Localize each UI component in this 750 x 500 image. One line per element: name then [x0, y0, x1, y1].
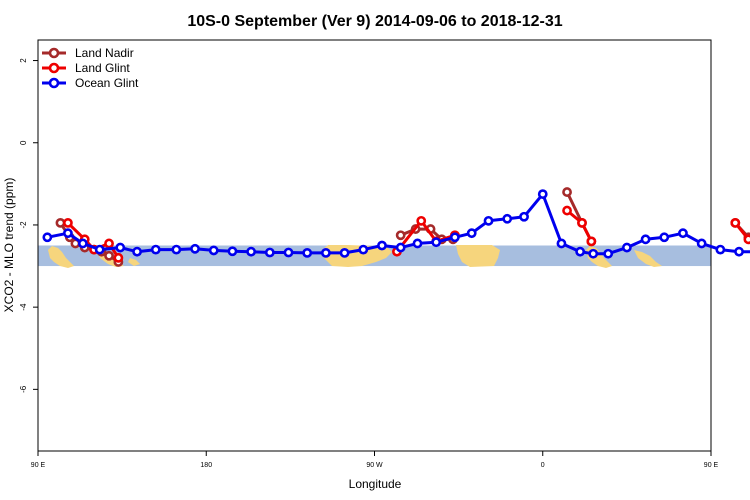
landmass-group	[48, 245, 662, 268]
ocean-glint-point	[115, 242, 126, 253]
ocean-glint-point	[696, 238, 707, 249]
land-glint-point	[104, 238, 114, 249]
y-axis-label: XCO2 - MLO trend (ppm)	[2, 178, 16, 313]
y-axis-ticks: 2 0 -2 -4 -6	[19, 58, 38, 393]
ocean-glint-point	[63, 228, 73, 239]
x-tick-label: 90 E	[31, 462, 46, 469]
x-tick-label: 0	[541, 462, 545, 469]
legend-label: Land Nadir	[75, 46, 134, 60]
legend-swatch-marker	[48, 77, 60, 89]
landmass-maritime-continent	[48, 246, 74, 268]
ocean-glint-point	[640, 234, 651, 245]
ocean-glint-point	[715, 244, 726, 255]
ocean-glint-point	[412, 238, 423, 249]
land-glint-line	[734, 221, 750, 244]
ocean-glint-point	[377, 240, 387, 251]
land-glint-point	[562, 205, 572, 216]
ocean-glint-point	[621, 242, 632, 253]
y-tick-label: -2	[19, 221, 28, 229]
x-axis-label: Longitude	[349, 477, 402, 491]
ocean-glint-point	[150, 244, 161, 255]
chart-title: 10S-0 September (Ver 9) 2014-09-06 to 20…	[187, 13, 562, 30]
ocean-glint-point	[132, 246, 142, 257]
landmass-south-america	[322, 245, 392, 267]
ocean-glint-point	[94, 244, 105, 255]
y-tick-label: 2	[19, 58, 28, 63]
series-ocean-glint	[42, 189, 750, 259]
ocean-glint-point	[395, 242, 406, 253]
y-tick-label: -6	[19, 385, 28, 393]
land-glint-point	[113, 252, 124, 263]
x-tick-label: 90 E	[704, 462, 719, 469]
ocean-glint-point	[502, 213, 513, 224]
land-glint-point	[63, 217, 73, 228]
ocean-glint-point	[603, 248, 614, 259]
land-glint-point	[586, 236, 597, 247]
land-glint-point	[743, 234, 750, 245]
ocean-glint-point	[734, 246, 744, 257]
ocean-glint-point	[246, 246, 257, 257]
ocean-glint-point	[302, 247, 313, 258]
land-nadir-point	[562, 187, 572, 197]
ocean-glint-point	[339, 247, 350, 258]
ocean-glint-point	[227, 246, 238, 257]
x-tick-label: 90 W	[366, 462, 383, 469]
x-axis-ticks: 90 E 180 90 W 0 90 E	[31, 451, 719, 469]
ocean-glint-point	[431, 237, 442, 248]
ocean-glint-point	[171, 244, 182, 255]
ocean-glint-point	[556, 238, 567, 249]
ocean-glint-point	[42, 232, 53, 243]
ocean-glint-point	[208, 245, 219, 256]
ocean-glint-point	[320, 247, 331, 258]
ocean-glint-point	[190, 243, 200, 254]
land-nadir-point	[104, 250, 114, 261]
legend-label: Land Glint	[75, 61, 130, 75]
ocean-glint-point	[575, 246, 586, 257]
legend-swatch-marker	[48, 47, 60, 59]
landmass-new-guinea-repeat	[634, 250, 662, 267]
ocean-glint-point	[659, 232, 670, 243]
ocean-glint-point	[264, 247, 275, 258]
legend-swatch-marker	[48, 62, 60, 74]
land-glint-point	[730, 217, 741, 228]
landmass-islands	[128, 258, 140, 266]
x-tick-label: 180	[200, 462, 212, 469]
ocean-glint-point	[519, 211, 529, 222]
landmass-africa	[456, 245, 500, 267]
y-tick-label: -4	[19, 303, 28, 311]
ocean-glint-point	[483, 215, 494, 226]
ocean-glint-point	[77, 238, 88, 249]
series-layer	[42, 187, 750, 267]
land-glint-point	[577, 217, 587, 228]
plot-area	[37, 39, 750, 452]
ocean-glint-point	[588, 248, 599, 259]
ocean-glint-point	[678, 228, 688, 239]
ocean-glint-point	[358, 244, 369, 255]
ocean-glint-point	[283, 247, 294, 258]
land-nadir-point	[55, 217, 66, 228]
ocean-glint-point	[449, 232, 460, 243]
legend-label: Ocean Glint	[75, 76, 139, 90]
land-nadir-point	[395, 230, 406, 241]
ocean-glint-point	[537, 189, 548, 200]
legend-item-land-nadir: Land Nadir	[42, 46, 134, 60]
y-tick-label: 0	[19, 140, 28, 145]
land-glint-point	[416, 215, 427, 226]
legend-item-ocean-glint: Ocean Glint	[42, 76, 139, 90]
ocean-glint-point	[466, 228, 477, 239]
legend-item-land-glint: Land Glint	[42, 61, 130, 75]
